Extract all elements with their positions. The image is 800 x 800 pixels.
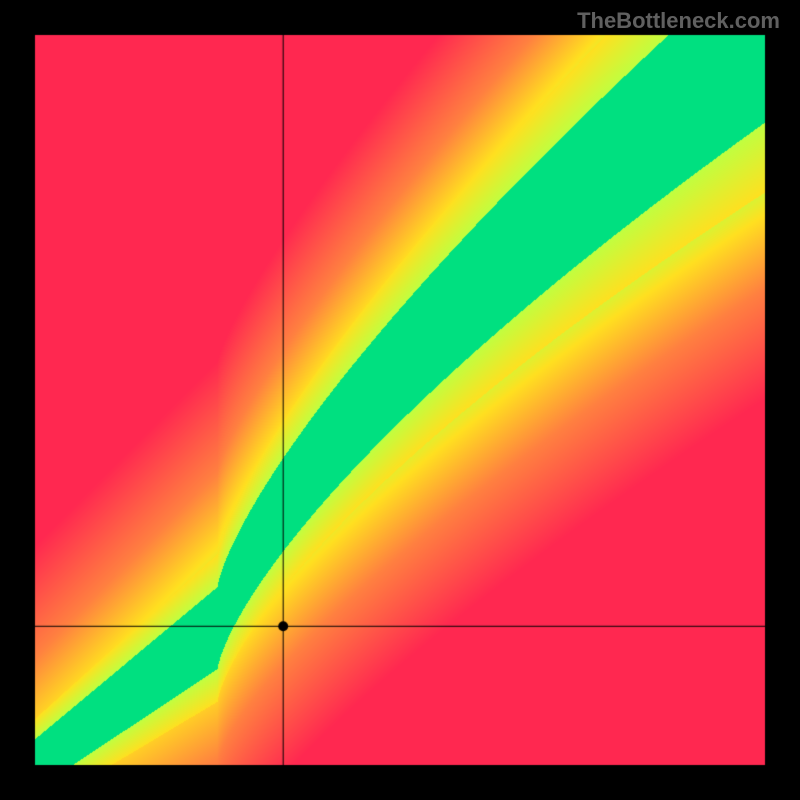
bottleneck-heatmap bbox=[0, 0, 800, 800]
chart-container: TheBottleneck.com bbox=[0, 0, 800, 800]
watermark-text: TheBottleneck.com bbox=[577, 8, 780, 34]
